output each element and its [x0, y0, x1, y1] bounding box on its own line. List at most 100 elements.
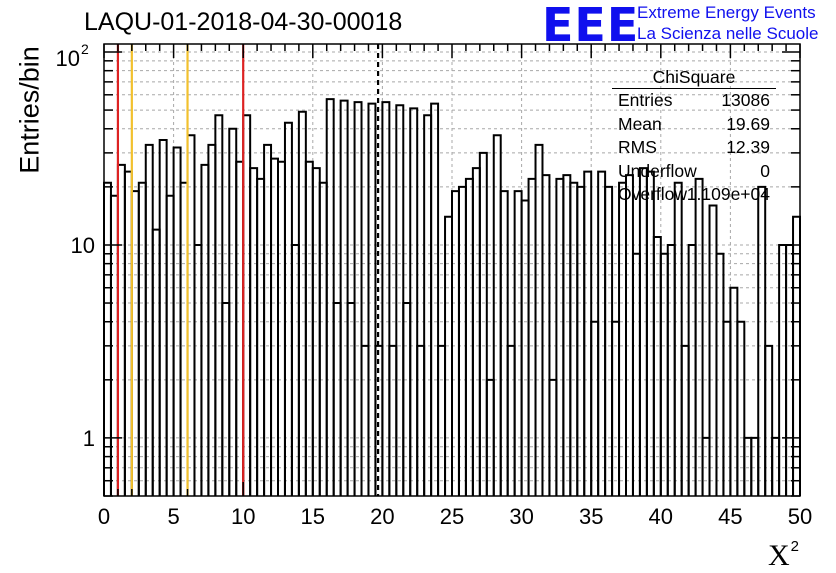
histogram-bar: [604, 185, 614, 496]
stats-row-entries: Entries 13086: [612, 89, 776, 113]
x-axis-label-superscript: 2: [790, 538, 800, 555]
eee-logo: EEE: [542, 0, 640, 52]
stats-box: ChiSquare Entries 13086 Mean 19.69 RMS 12.3…: [612, 66, 776, 207]
y-tick-label: 10: [71, 233, 95, 258]
histogram-bar: [618, 181, 627, 496]
histogram-bar: [729, 286, 739, 496]
x-tick-label: 0: [98, 504, 110, 529]
histogram-bar: [611, 320, 621, 496]
x-tick-label: 5: [167, 504, 179, 529]
stats-value: 13086: [721, 90, 770, 110]
histogram-bar: [409, 107, 419, 496]
histogram-bar: [367, 102, 377, 496]
histogram-bar: [506, 344, 516, 496]
stats-key: RMS: [618, 137, 657, 157]
stats-row-rms: RMS 12.39: [612, 136, 776, 160]
histogram-bar: [576, 185, 586, 496]
stats-value: 0: [760, 160, 770, 181]
y-axis-label: Entries/bin: [14, 46, 45, 174]
histogram-bar: [715, 252, 725, 496]
histogram-bar: [659, 252, 669, 496]
histogram-bar: [263, 143, 273, 496]
histogram-bar: [652, 235, 662, 496]
histogram-bar: [444, 215, 453, 496]
histogram-bar: [353, 101, 363, 496]
histogram-bar: [590, 320, 600, 496]
logo-subtitle-1: Extreme Energy Events: [637, 3, 816, 22]
stats-row-mean: Mean 19.69: [612, 113, 776, 137]
histogram-bar: [437, 344, 447, 496]
histogram-bar: [513, 190, 523, 496]
histogram-bar: [722, 320, 732, 496]
histogram-bar: [569, 181, 579, 496]
stats-title: ChiSquare: [612, 66, 776, 89]
logo-subtitle-2: La Scienza nelle Scuole: [637, 24, 819, 43]
y-tick-label-exponent: 2: [81, 41, 89, 57]
histogram-bar: [464, 177, 474, 496]
histogram-bar: [283, 121, 293, 496]
stats-key: Entries: [618, 90, 673, 110]
histogram-bar: [673, 181, 683, 496]
plot-frame: [103, 43, 801, 497]
histogram-bar: [318, 181, 328, 496]
histogram-bar: [555, 177, 565, 496]
x-tick-label: 50: [788, 504, 812, 529]
histogram-bar: [144, 143, 154, 496]
histogram-bars: [103, 98, 801, 496]
histogram-bar: [492, 134, 502, 496]
histogram-bar: [583, 170, 593, 496]
histogram-bar: [207, 143, 217, 496]
histogram-bar: [541, 174, 551, 496]
stats-value: 12.39: [726, 137, 770, 157]
stats-key: Underflow: [618, 160, 697, 181]
histogram-bar: [332, 302, 342, 496]
histogram-bar: [256, 177, 266, 496]
x-tick-label: 40: [649, 504, 673, 529]
x-tick-label: 35: [579, 504, 603, 529]
histogram-bar: [381, 101, 391, 496]
histogram-bar: [346, 302, 356, 496]
stats-value: 1.109e+04: [686, 184, 770, 204]
histogram-bar: [562, 174, 572, 496]
x-tick-label: 10: [231, 504, 255, 529]
histogram-bar: [757, 185, 767, 496]
histogram-bar: [277, 160, 286, 496]
histogram-bar: [228, 127, 238, 496]
histogram-bar: [423, 114, 433, 496]
histogram-bar: [792, 215, 801, 496]
histogram-bar: [680, 344, 690, 496]
histogram-bar: [631, 252, 641, 496]
stats-row-overflow: Overflow 1.109e+04: [612, 183, 776, 207]
x-tick-label: 15: [301, 504, 325, 529]
histogram-bar: [430, 102, 440, 496]
histogram-bar: [388, 344, 398, 496]
histogram-bar: [645, 170, 655, 496]
histogram-bar: [451, 190, 460, 496]
histogram-bar: [137, 181, 147, 496]
histogram-bar: [221, 302, 231, 496]
x-tick-label: 25: [440, 504, 464, 529]
histogram-bar: [360, 344, 370, 496]
histogram-bar: [325, 98, 335, 496]
histogram-bar: [151, 228, 161, 496]
histogram-bar: [625, 174, 634, 496]
histogram-bar: [158, 138, 168, 496]
chart-title: LAQU-01-2018-04-30-00018: [84, 8, 403, 36]
histogram-bar: [103, 181, 112, 496]
x-axis-label-text: X: [768, 539, 790, 572]
histogram-bar: [785, 243, 795, 496]
histogram-bar: [478, 151, 488, 496]
histogram-bar: [193, 243, 203, 496]
x-axis-label: X2: [768, 538, 799, 573]
stats-key: Overflow: [618, 184, 688, 204]
stats-key: Mean: [618, 113, 662, 134]
histogram-bar: [416, 344, 426, 496]
histogram-bar: [339, 99, 349, 496]
histogram-bar: [290, 243, 300, 496]
histogram-bar: [395, 104, 405, 496]
histogram-bar: [457, 185, 467, 496]
y-tick-label: 1: [83, 426, 95, 451]
histogram-bar: [534, 143, 544, 496]
